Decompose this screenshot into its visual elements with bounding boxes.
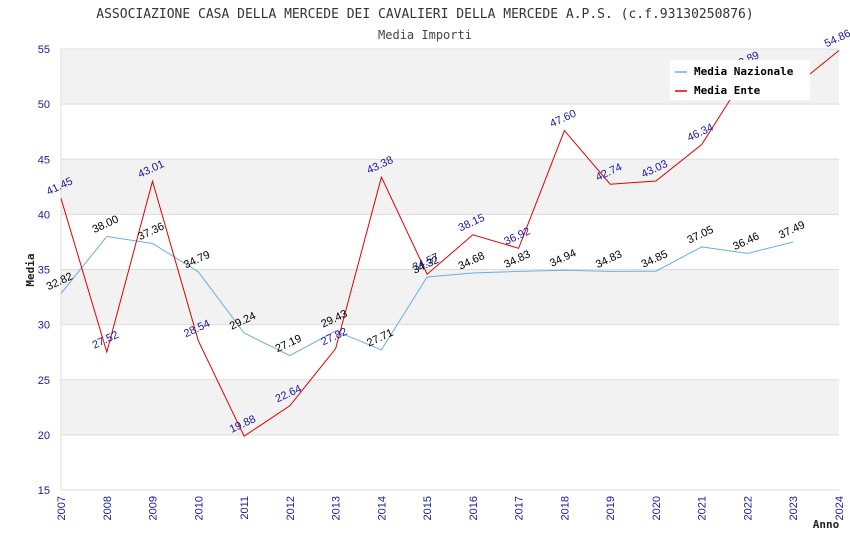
x-tick-2018: 2018 [559, 496, 571, 520]
y-tick-45: 45 [38, 154, 50, 166]
x-axis-label: Anno [813, 518, 840, 531]
series-line-media-ente [60, 50, 840, 437]
x-tick-2010: 2010 [193, 496, 205, 520]
legend-box [670, 60, 810, 100]
x-tick-2011: 2011 [239, 496, 251, 520]
x-tick-2017: 2017 [514, 496, 526, 520]
background-bands [61, 49, 839, 490]
series-line-media-nazionale [60, 235, 794, 357]
x-tick-2024: 2024 [834, 496, 846, 520]
y-axis-label: Media [24, 253, 37, 286]
y-tick-20: 20 [38, 430, 50, 442]
data-label-ente-2024: 54.86 [823, 28, 850, 51]
legend: Media Nazionale Media Ente [670, 60, 810, 100]
x-tick-2015: 2015 [422, 496, 434, 520]
legend-label-media-ente: Media Ente [694, 84, 761, 97]
x-tick-2012: 2012 [285, 496, 297, 520]
series-lines [60, 50, 840, 437]
x-axis-ticks: 2007 2008 2009 2010 2011 2012 2013 2014 2015 2016… [56, 496, 846, 520]
band-25-30 [61, 324, 839, 380]
x-tick-2013: 2013 [331, 496, 343, 520]
x-tick-2020: 2020 [651, 496, 663, 520]
x-tick-2009: 2009 [148, 496, 160, 520]
x-tick-2008: 2008 [102, 496, 114, 520]
band-40-45 [61, 159, 839, 215]
x-tick-2007: 2007 [56, 496, 68, 520]
band-15-20 [61, 434, 839, 490]
y-tick-50: 50 [38, 99, 50, 111]
y-tick-35: 35 [38, 265, 50, 277]
y-axis-ticks: 15 20 25 30 35 40 45 50 55 [38, 44, 50, 497]
x-tick-2016: 2016 [468, 496, 480, 520]
x-tick-2023: 2023 [788, 496, 800, 520]
y-tick-15: 15 [38, 485, 50, 497]
chart-subtitle: Media Importi [378, 28, 472, 42]
band-35-40 [61, 214, 839, 270]
legend-label-media-nazionale: Media Nazionale [694, 65, 794, 78]
y-tick-40: 40 [38, 209, 50, 221]
band-20-25 [61, 379, 839, 435]
x-tick-2022: 2022 [742, 496, 754, 520]
x-tick-2021: 2021 [697, 496, 709, 520]
band-30-35 [61, 269, 839, 325]
y-tick-30: 30 [38, 320, 50, 332]
x-tick-2019: 2019 [605, 496, 617, 520]
y-tick-55: 55 [38, 44, 50, 56]
x-tick-2014: 2014 [376, 496, 388, 520]
gridlines [60, 48, 839, 491]
chart-title: ASSOCIAZIONE CASA DELLA MERCEDE DEI CAVA… [96, 7, 753, 22]
y-tick-25: 25 [38, 375, 50, 387]
